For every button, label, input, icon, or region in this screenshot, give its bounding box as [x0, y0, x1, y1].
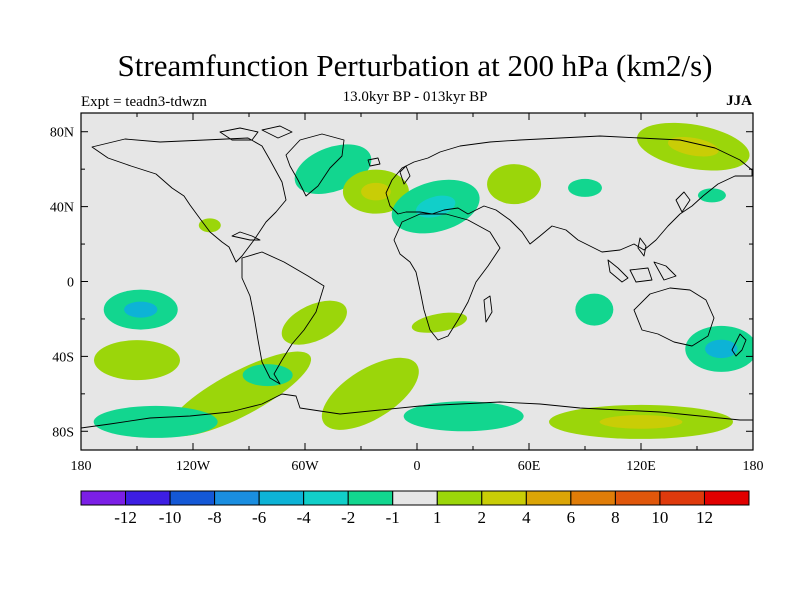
anomaly-caspian-high — [487, 164, 542, 205]
anomaly-madagascar-low — [575, 293, 614, 326]
latitude-axis: 80N 40N 0 40S 80S — [50, 126, 753, 440]
anomaly-region — [575, 293, 614, 326]
colorbar-swatch — [659, 490, 705, 506]
longitude-axis: 180 120W 60W 0 60E 120E 180 — [71, 113, 764, 474]
colorbar: -12 -10 -8 -6 -4 -2 -1 1 2 4 6 8 10 12 — [80, 490, 750, 527]
anomaly-south-america-high — [281, 300, 347, 345]
anomaly-siberia-arctic-high — [637, 122, 750, 171]
anomaly-antarctic-low — [403, 401, 524, 432]
lon-tick-label: 180 — [743, 459, 764, 474]
anomaly-region — [198, 218, 221, 233]
anomaly-mid-atlantic-high — [342, 169, 409, 214]
colorbar-label: -8 — [208, 508, 222, 527]
anomaly-kamchatka-low — [697, 188, 726, 203]
colorbar-label: 4 — [522, 508, 531, 527]
colorbar-swatch — [481, 490, 527, 506]
anomaly-central-asia-low — [568, 178, 602, 197]
anomaly-ross-sea-low — [93, 405, 218, 438]
anomaly-core — [705, 339, 738, 359]
anomaly-region — [321, 357, 419, 430]
coastlines — [81, 125, 753, 429]
anomaly-drake-passage-low — [242, 364, 293, 387]
season-label: JJA — [726, 93, 752, 109]
colorbar-label: 10 — [651, 508, 668, 527]
period-subtitle: 13.0kyr BP - 013kyr BP — [342, 89, 488, 105]
anomaly-region — [403, 401, 524, 432]
colorbar-label: -12 — [114, 508, 137, 527]
anomaly-core — [415, 195, 456, 218]
lat-tick-label: 80N — [50, 126, 74, 141]
lat-tick-label: 40S — [52, 350, 74, 365]
colorbar-swatch — [703, 490, 750, 506]
lon-tick-label: 180 — [71, 459, 92, 474]
colorbar-swatch — [436, 490, 483, 506]
anomaly-tasman-low — [685, 325, 753, 372]
colorbar-label: -10 — [159, 508, 182, 527]
anomaly-mexico-high — [198, 218, 221, 233]
colorbar-swatch — [614, 490, 661, 506]
colorbar-label: -1 — [386, 508, 400, 527]
lon-tick-label: 60E — [518, 459, 541, 474]
anomaly-core — [361, 182, 391, 201]
anomaly-mediterranean — [391, 179, 480, 234]
colorbar-label: -6 — [252, 508, 266, 527]
lat-tick-label: 40N — [50, 201, 74, 216]
anomaly-region — [281, 300, 347, 345]
anomaly-east-antarctic-high — [549, 404, 733, 439]
map-background — [81, 113, 753, 450]
colorbar-swatch — [570, 490, 616, 506]
colorbar-swatch — [80, 490, 127, 506]
colorbar-label: 8 — [611, 508, 620, 527]
anomaly-region — [242, 364, 293, 387]
experiment-label: Expt = teadn3-tdwzn — [81, 94, 207, 110]
anomaly-region — [93, 405, 218, 438]
lon-tick-label: 120W — [176, 459, 211, 474]
lon-tick-label: 0 — [414, 459, 421, 474]
colorbar-label: 12 — [696, 508, 713, 527]
colorbar-swatch — [347, 490, 394, 506]
colorbar-swatch — [392, 490, 438, 506]
anomaly-region — [94, 340, 180, 381]
anomaly-south-pacific-high — [94, 340, 180, 381]
colorbar-swatch — [214, 490, 260, 506]
anomaly-weddell-high — [321, 357, 419, 430]
colorbar-swatch — [125, 490, 171, 506]
colorbar-swatch — [303, 490, 349, 506]
colorbar-swatch — [169, 490, 216, 506]
colorbar-label: -4 — [297, 508, 312, 527]
colorbar-label: 6 — [567, 508, 576, 527]
lat-tick-label: 0 — [67, 276, 74, 291]
anomaly-region — [697, 188, 726, 203]
anomaly-south-pacific-low — [103, 289, 178, 330]
colorbar-label: 2 — [478, 508, 487, 527]
anomaly-region — [568, 178, 602, 197]
colorbar-swatch — [525, 490, 572, 506]
lon-tick-label: 60W — [291, 459, 319, 474]
anomaly-core — [124, 301, 158, 318]
lon-tick-label: 120E — [626, 459, 656, 474]
anomaly-core — [667, 136, 719, 157]
colorbar-swatch — [258, 490, 305, 506]
colorbar-label: -2 — [341, 508, 355, 527]
anomaly-region — [487, 164, 542, 205]
anomaly-core — [599, 415, 683, 429]
chart-title: Streamfunction Perturbation at 200 hPa (… — [117, 48, 713, 83]
lat-tick-label: 80S — [52, 425, 74, 440]
colorbar-label: 1 — [433, 508, 442, 527]
anomaly-contours — [93, 122, 753, 439]
